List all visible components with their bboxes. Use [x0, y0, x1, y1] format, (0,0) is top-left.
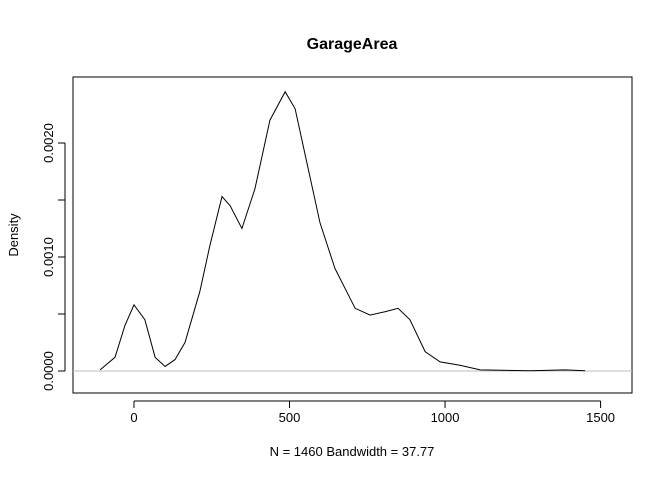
chart-title: GarageArea — [307, 36, 398, 53]
x-axis-label: N = 1460 Bandwidth = 37.77 — [270, 444, 435, 459]
density-line — [99, 90, 586, 372]
plot-frame — [72, 76, 633, 394]
x-tick-label: 1000 — [431, 410, 460, 425]
x-tick-label: 500 — [279, 410, 301, 425]
y-axis-label: Density — [6, 213, 21, 257]
y-tick-label: 0.0000 — [41, 351, 56, 391]
y-tick-label: 0.0020 — [41, 123, 56, 163]
x-tick-label: 0 — [130, 410, 137, 425]
x-tick-label: 1500 — [586, 410, 615, 425]
y-tick-label: 0.0010 — [41, 237, 56, 277]
